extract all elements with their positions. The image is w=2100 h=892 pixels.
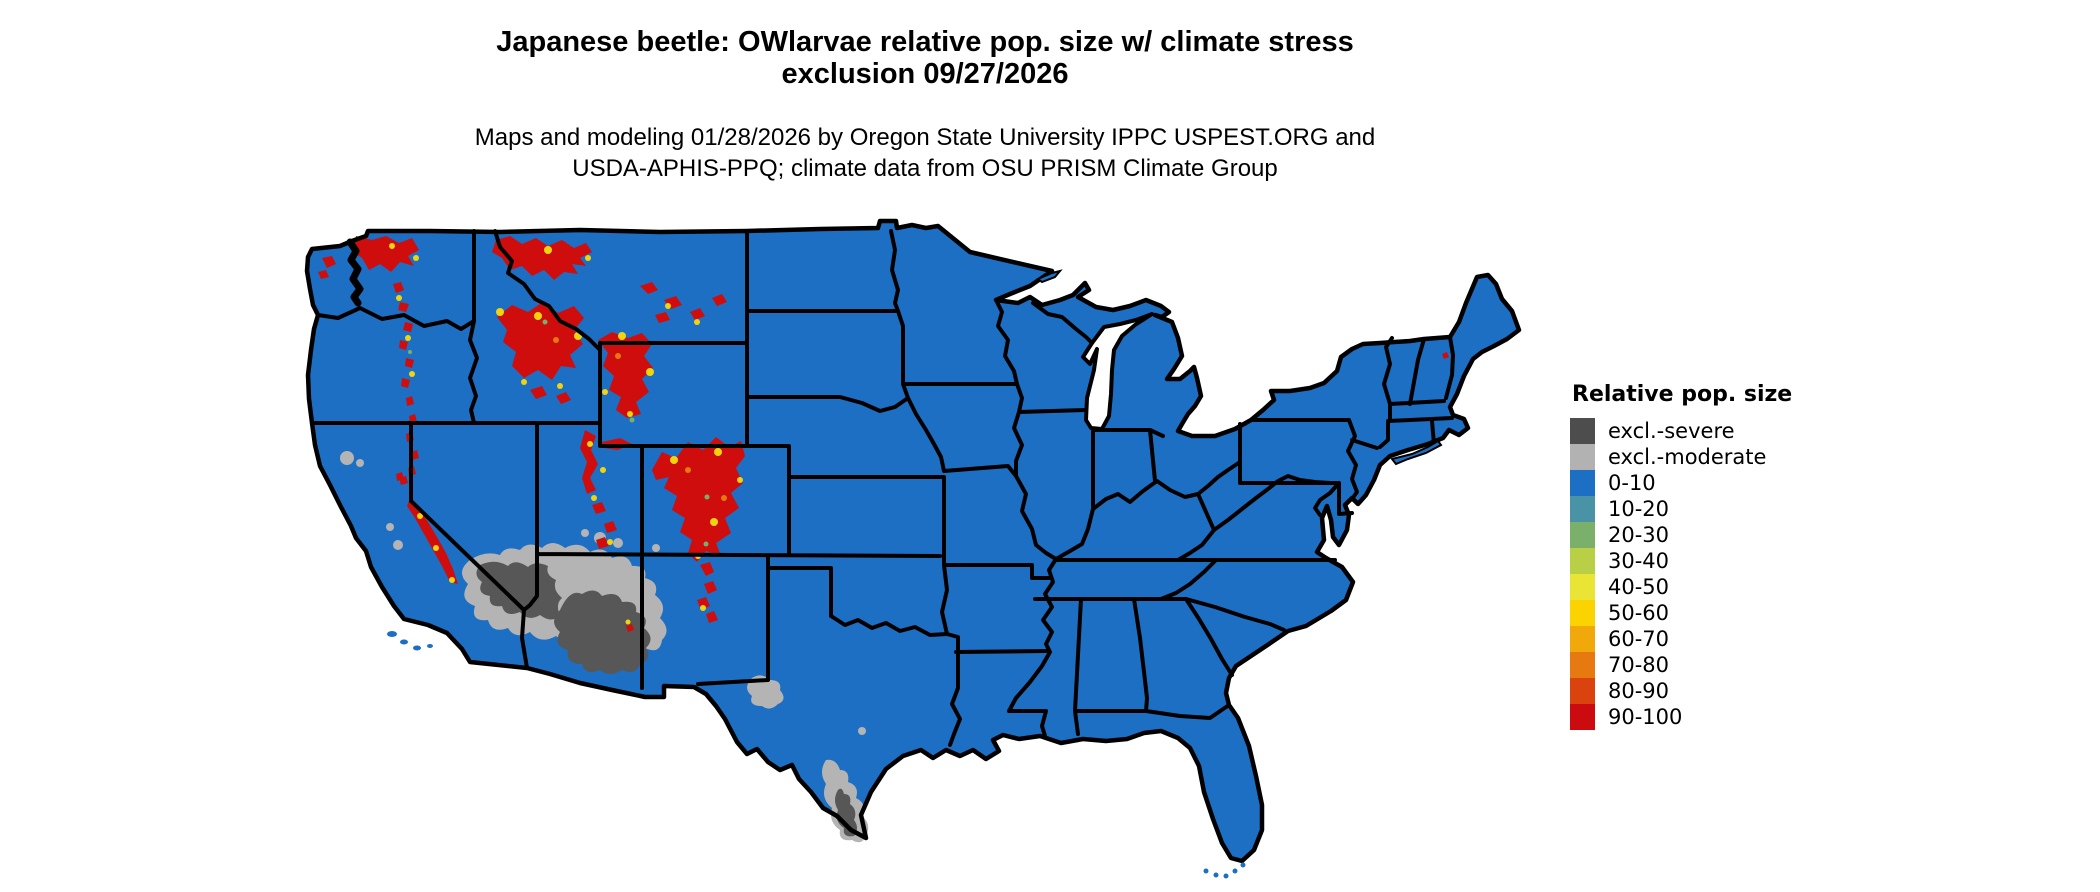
legend-swatch — [1570, 626, 1595, 652]
legend-item-label: 0-10 — [1608, 471, 1656, 495]
legend-item: excl.-moderate — [1570, 444, 1792, 470]
map-subtitle: Maps and modeling 01/28/2026 by Oregon S… — [325, 122, 1525, 184]
state-borders — [310, 229, 1455, 747]
legend-swatch — [1570, 678, 1595, 704]
legend-swatch — [1570, 418, 1595, 444]
legend-item: 90-100 — [1570, 704, 1792, 730]
puget-sound — [346, 238, 364, 307]
legend-item: 30-40 — [1570, 548, 1792, 574]
map-subtitle-line2: USDA-APHIS-PPQ; climate data from OSU PR… — [572, 155, 1278, 182]
map-title-line2: exclusion 09/27/2026 — [781, 58, 1069, 90]
legend-item: 20-30 — [1570, 522, 1792, 548]
legend-item-label: 80-90 — [1608, 679, 1670, 703]
legend-item-label: excl.-severe — [1608, 419, 1735, 443]
map-title-line1: Japanese beetle: OWlarvae relative pop. … — [496, 26, 1354, 58]
map-subtitle-line1: Maps and modeling 01/28/2026 by Oregon S… — [474, 124, 1376, 151]
legend-item: 10-20 — [1570, 496, 1792, 522]
legend-swatch — [1570, 652, 1595, 678]
legend-item: 40-50 — [1570, 574, 1792, 600]
us-landmass — [307, 221, 1519, 861]
legend-item-label: 60-70 — [1608, 627, 1670, 651]
coastal-islands — [387, 269, 1443, 879]
exclusion-severe-regions — [476, 561, 857, 837]
us-outline — [304, 218, 1522, 864]
legend-swatch — [1570, 444, 1595, 470]
legend-swatch — [1570, 574, 1595, 600]
legend-item-label: 30-40 — [1608, 549, 1670, 573]
legend-swatch — [1570, 496, 1595, 522]
legend-swatch — [1570, 600, 1595, 626]
legend-item-label: 70-80 — [1608, 653, 1670, 677]
mid-pop-specks — [389, 243, 743, 625]
legend-title: Relative pop. size — [1572, 382, 1793, 407]
legend-item: 80-90 — [1570, 678, 1792, 704]
legend-item: excl.-severe — [1570, 418, 1792, 444]
legend-swatch — [1570, 470, 1595, 496]
legend-item: 60-70 — [1570, 626, 1792, 652]
legend-swatch — [1570, 704, 1595, 730]
legend-item: 50-60 — [1570, 600, 1792, 626]
legend-item-label: 20-30 — [1608, 523, 1670, 547]
legend-item-label: 10-20 — [1608, 497, 1670, 521]
legend-items: excl.-severe excl.-moderate 0-10 10-20 20-30… — [1570, 418, 1792, 730]
legend-item-label: 50-60 — [1608, 601, 1670, 625]
legend-item-label: 40-50 — [1608, 575, 1670, 599]
legend: Relative pop. size excl.-severe excl.-mod… — [1570, 382, 1792, 730]
legend-item: 0-10 — [1570, 470, 1792, 496]
legend-item-label: 90-100 — [1608, 705, 1683, 729]
legend-item-label: excl.-moderate — [1608, 445, 1767, 469]
legend-swatch — [1570, 548, 1595, 574]
legend-swatch — [1570, 522, 1595, 548]
map-title: Japanese beetle: OWlarvae relative pop. … — [325, 26, 1525, 90]
legend-item: 70-80 — [1570, 652, 1792, 678]
